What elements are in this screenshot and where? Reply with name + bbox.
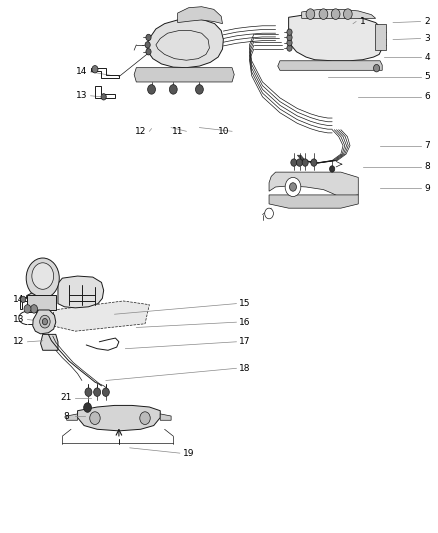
Text: 14: 14	[76, 67, 88, 76]
Circle shape	[40, 316, 50, 328]
Text: 8: 8	[424, 163, 430, 171]
Circle shape	[287, 34, 292, 41]
Circle shape	[265, 208, 273, 219]
Polygon shape	[269, 195, 358, 208]
Text: 8: 8	[63, 411, 69, 421]
Circle shape	[374, 64, 380, 72]
Circle shape	[84, 403, 92, 413]
Circle shape	[24, 305, 31, 313]
Text: 21: 21	[60, 393, 71, 402]
Circle shape	[343, 9, 352, 19]
Bar	[375, 23, 386, 50]
Polygon shape	[53, 301, 149, 331]
Text: 5: 5	[424, 72, 430, 81]
Text: 2: 2	[424, 17, 430, 26]
Text: 10: 10	[218, 127, 229, 136]
Circle shape	[291, 159, 297, 166]
Circle shape	[287, 45, 292, 51]
Text: 14: 14	[13, 295, 25, 304]
Circle shape	[297, 159, 303, 166]
Text: 15: 15	[239, 299, 251, 308]
Circle shape	[145, 42, 150, 48]
Circle shape	[92, 66, 98, 73]
Polygon shape	[160, 414, 171, 420]
Text: 3: 3	[424, 34, 430, 43]
Polygon shape	[33, 310, 56, 334]
Polygon shape	[58, 276, 104, 308]
Circle shape	[331, 9, 340, 19]
Circle shape	[146, 34, 151, 41]
Circle shape	[195, 85, 203, 94]
Polygon shape	[278, 61, 382, 70]
Polygon shape	[269, 172, 358, 198]
Text: 6: 6	[424, 92, 430, 101]
Text: 16: 16	[239, 318, 251, 327]
Polygon shape	[78, 406, 160, 431]
Circle shape	[311, 159, 317, 166]
Circle shape	[140, 412, 150, 424]
Polygon shape	[134, 68, 234, 82]
Bar	[27, 295, 56, 310]
Polygon shape	[41, 334, 58, 350]
Text: 18: 18	[239, 364, 251, 373]
Circle shape	[170, 85, 177, 94]
Text: 19: 19	[183, 449, 194, 458]
Circle shape	[85, 388, 92, 397]
Text: 12: 12	[135, 127, 146, 136]
Polygon shape	[289, 14, 384, 61]
Polygon shape	[27, 293, 36, 304]
Circle shape	[90, 412, 100, 424]
Text: 13: 13	[76, 91, 88, 100]
Circle shape	[31, 305, 38, 313]
Circle shape	[146, 49, 151, 55]
Circle shape	[290, 183, 297, 191]
Circle shape	[329, 166, 335, 172]
Text: 4: 4	[424, 53, 430, 62]
Circle shape	[287, 39, 292, 46]
Circle shape	[26, 258, 59, 298]
Text: 11: 11	[172, 127, 184, 136]
Circle shape	[42, 318, 47, 325]
Text: 1: 1	[360, 17, 365, 26]
Circle shape	[101, 94, 106, 100]
Circle shape	[285, 177, 301, 197]
Text: 13: 13	[13, 315, 25, 324]
Circle shape	[287, 29, 292, 35]
Polygon shape	[178, 7, 223, 23]
Circle shape	[21, 296, 26, 303]
Polygon shape	[67, 414, 78, 420]
Circle shape	[148, 85, 155, 94]
Circle shape	[32, 263, 53, 289]
Text: 7: 7	[424, 141, 430, 150]
Circle shape	[306, 9, 315, 19]
Text: 9: 9	[424, 183, 430, 192]
Circle shape	[94, 388, 101, 397]
Text: 17: 17	[239, 337, 251, 346]
Text: 12: 12	[13, 337, 25, 346]
Circle shape	[302, 159, 308, 166]
Polygon shape	[302, 10, 376, 18]
Circle shape	[319, 9, 328, 19]
Polygon shape	[147, 18, 223, 68]
Circle shape	[102, 388, 110, 397]
